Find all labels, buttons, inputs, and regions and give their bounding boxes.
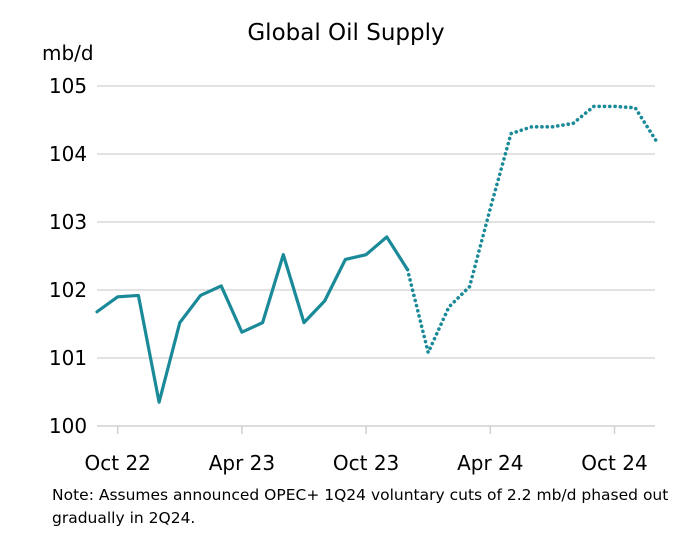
y-tick-label: 103 (49, 210, 87, 234)
y-tick-label: 100 (49, 414, 87, 438)
forecast-series-line (405, 104, 658, 355)
x-tick-label: Apr 24 (457, 451, 523, 475)
chart-title: Global Oil Supply (247, 20, 444, 46)
y-tick-label: 102 (49, 278, 87, 302)
y-tick-label: 104 (49, 142, 87, 166)
chart-note: Note: Assumes announced OPEC+ 1Q24 volun… (52, 486, 669, 527)
x-tick-label: Apr 23 (209, 451, 275, 475)
series-lines (95, 104, 658, 404)
x-tick-label: Oct 23 (333, 451, 399, 475)
y-axis-ticks: 100 101 102 103 104 105 (49, 74, 87, 438)
x-tick-label: Oct 22 (85, 451, 151, 475)
chart: Global Oil Supply mb/d 10010110210310410… (42, 20, 658, 475)
y-tick-label: 105 (49, 74, 87, 98)
y-tick-label: 101 (49, 346, 87, 370)
y-axis-unit-label: mb/d (42, 41, 94, 65)
gridlines (97, 85, 655, 359)
actual-series-line (95, 235, 410, 404)
x-tick-label: Oct 24 (581, 451, 647, 475)
x-axis-ticks: Oct 22 Apr 23 Oct 23 Apr 24 Oct 24 (85, 426, 648, 475)
